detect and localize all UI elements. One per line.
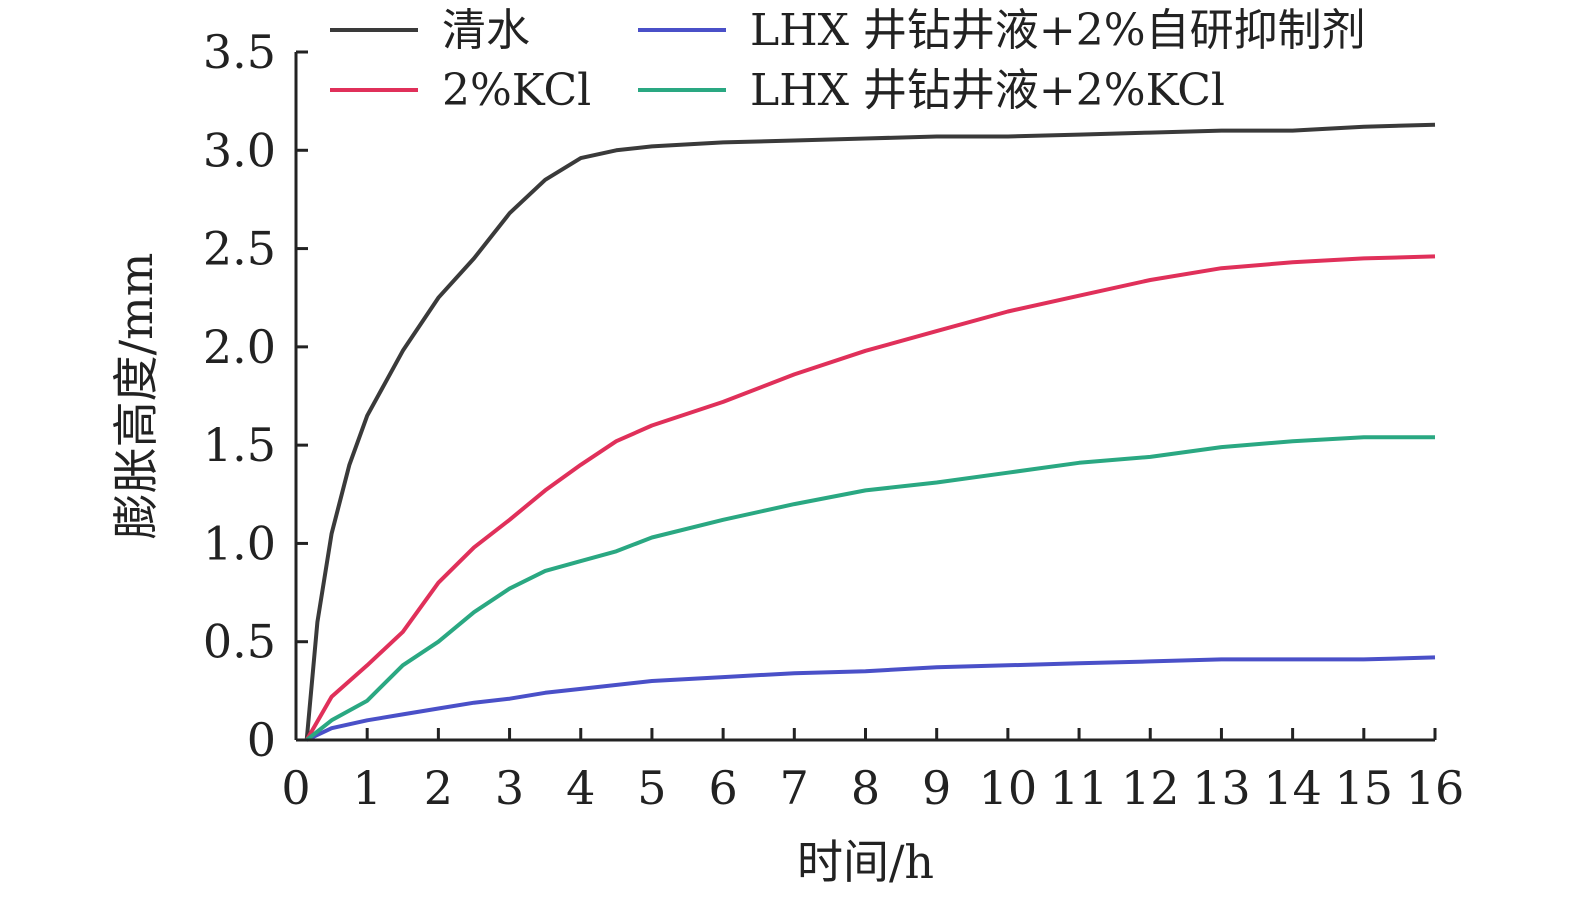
x-tick-label: 11: [1050, 761, 1109, 815]
plot-lines: [304, 122, 1436, 742]
legend-label: 清水: [442, 5, 530, 56]
legend-label: LHX 井钻井液+2%自研抑制剂: [750, 5, 1366, 56]
x-tick-label: 3: [495, 761, 524, 815]
x-tick-label: 9: [922, 761, 951, 815]
x-tick-label: 0: [281, 761, 310, 815]
x-tick-label: 6: [708, 761, 737, 815]
x-tick-label: 7: [780, 761, 809, 815]
x-tick-label: 4: [566, 761, 595, 815]
x-tick-label: 13: [1192, 761, 1251, 815]
y-tick-label: 3.5: [203, 25, 276, 79]
series-line-4: [305, 435, 1435, 742]
x-tick-label: 10: [979, 761, 1038, 815]
y-tick-label: 1.5: [203, 418, 276, 472]
y-axis-title: 膨胀高度/mm: [109, 253, 163, 540]
axes: 0 1 2 3 4 5 6 7 8 9 10 11 12 13 14 15 16 00.51.01.52.02.…: [203, 25, 1464, 815]
x-tick-label: 1: [353, 761, 382, 815]
y-tick-label: 2.0: [203, 320, 276, 374]
x-tick-label: 16: [1406, 761, 1465, 815]
y-tick-label: 3.0: [203, 123, 276, 177]
y-tick-label: 2.5: [203, 222, 276, 276]
legend-label: LHX 井钻井液+2%KCl: [750, 65, 1225, 116]
y-ticks: 0 0.5 1.0 1.5 2.0 2.5 3.0 3.5: [203, 25, 308, 767]
legend-item: LHX 井钻井液+2%KCl: [638, 65, 1225, 116]
y-tick-label: 0.5: [203, 615, 276, 669]
x-tick-label: 2: [424, 761, 453, 815]
x-tick-label: 15: [1335, 761, 1394, 815]
series-line-1: [304, 122, 1436, 741]
y-tick-label: 0: [247, 713, 276, 767]
x-tick-label: 8: [851, 761, 880, 815]
legend-item: 清水: [330, 5, 530, 56]
y-tick-label: 1.0: [203, 516, 276, 570]
legend: 清水 2%KCl LHX 井钻井液+2%自研抑制剂 LHX 井钻井液+2%KCl: [330, 5, 1366, 116]
series-line-3: [305, 655, 1436, 742]
x-tick-label: 12: [1121, 761, 1180, 815]
x-tick-label: 5: [637, 761, 666, 815]
series-line-2: [304, 254, 1436, 741]
legend-item: 2%KCl: [330, 65, 591, 116]
x-tick-label: 14: [1263, 761, 1322, 815]
x-ticks: 0 1 2 3 4 5 6 7 8 9 10 11 12 13 14 15 16: [281, 728, 1464, 815]
x-axis-title: 时间/h: [797, 835, 934, 889]
legend-label: 2%KCl: [442, 65, 591, 116]
legend-item: LHX 井钻井液+2%自研抑制剂: [638, 5, 1366, 56]
